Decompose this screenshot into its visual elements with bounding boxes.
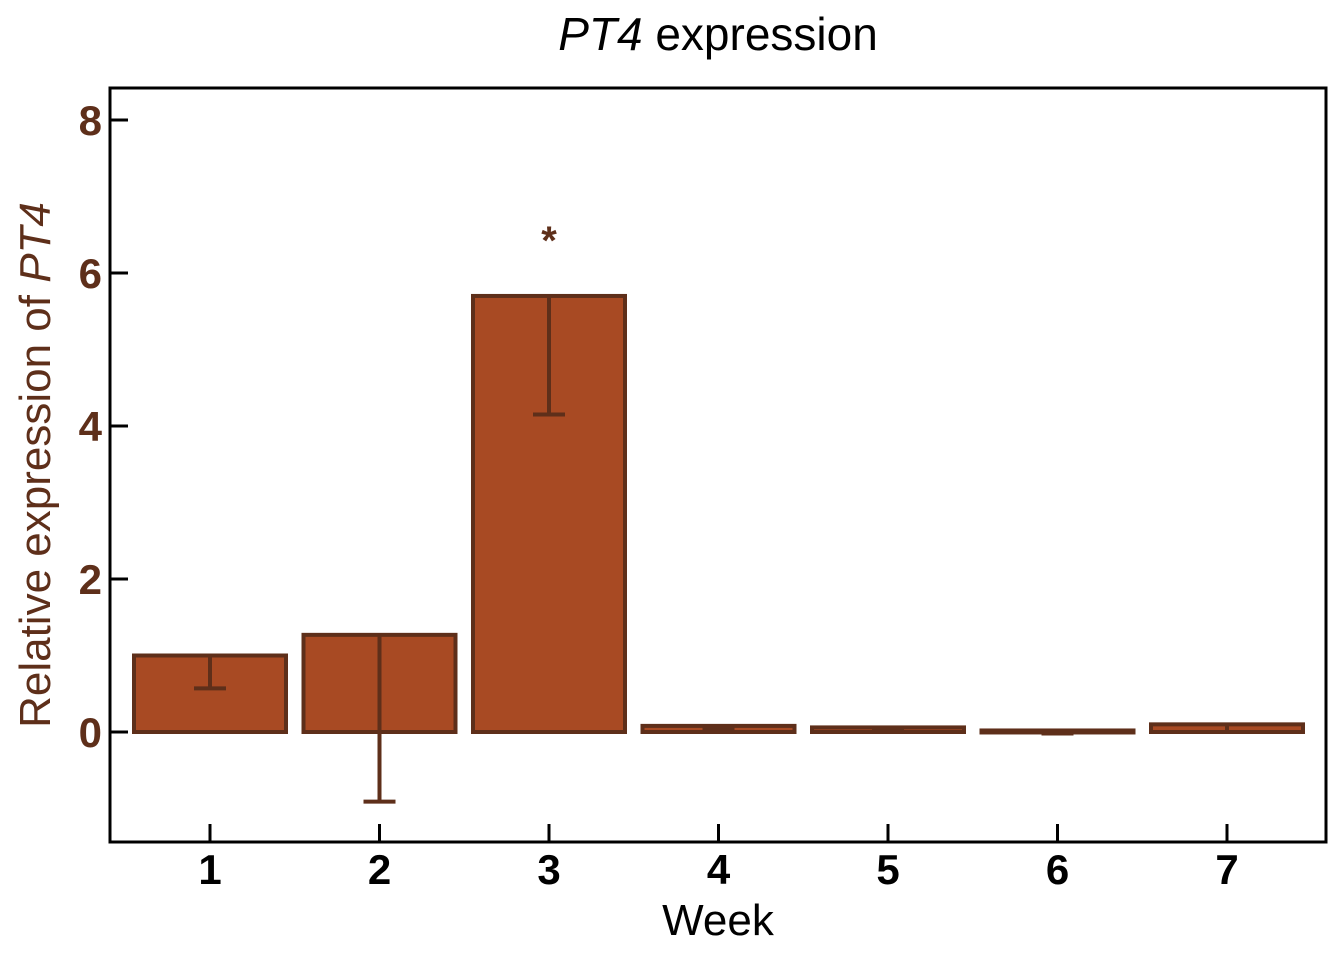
x-tick-label-5: 5 (876, 846, 899, 893)
x-tick-label-3: 3 (537, 846, 560, 893)
x-tick-label-7: 7 (1215, 846, 1238, 893)
chart-title-gene: PT4 (558, 8, 642, 60)
y-axis-label-prefix: Relative expression of (11, 283, 60, 728)
x-axis-label: Week (662, 896, 775, 945)
x-tick-label-6: 6 (1046, 846, 1069, 893)
y-tick-label-8: 8 (79, 97, 102, 144)
chart-title-rest: expression (643, 8, 878, 60)
chart-title: PT4 expression (558, 8, 878, 60)
y-tick-label-2: 2 (79, 556, 102, 603)
y-axis: 0 2 4 6 8 (79, 97, 128, 756)
x-tick-label-4: 4 (707, 846, 731, 893)
y-tick-label-6: 6 (79, 250, 102, 297)
y-axis-label: Relative expression of PT4 (11, 202, 60, 728)
significance-marker-week-3: * (541, 219, 557, 263)
y-axis-label-gene: PT4 (11, 202, 60, 283)
y-tick-label-0: 0 (79, 709, 102, 756)
bars-layer: * (132, 219, 1305, 804)
y-tick-label-4: 4 (79, 403, 103, 450)
x-axis: 1 2 3 4 5 6 7 (198, 824, 1239, 893)
x-tick-label-1: 1 (198, 846, 221, 893)
x-tick-label-2: 2 (368, 846, 391, 893)
